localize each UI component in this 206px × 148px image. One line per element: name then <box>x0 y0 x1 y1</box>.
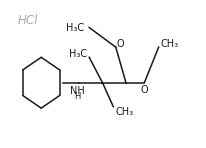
Text: CH₃: CH₃ <box>160 39 178 49</box>
Text: H₃C: H₃C <box>69 49 87 59</box>
Text: CH₃: CH₃ <box>115 107 133 118</box>
Text: O: O <box>116 39 124 49</box>
Text: H: H <box>74 92 80 101</box>
Text: NH: NH <box>70 86 84 96</box>
Text: HCl: HCl <box>18 14 38 27</box>
Text: H₃C: H₃C <box>66 22 84 33</box>
Text: O: O <box>139 85 147 95</box>
